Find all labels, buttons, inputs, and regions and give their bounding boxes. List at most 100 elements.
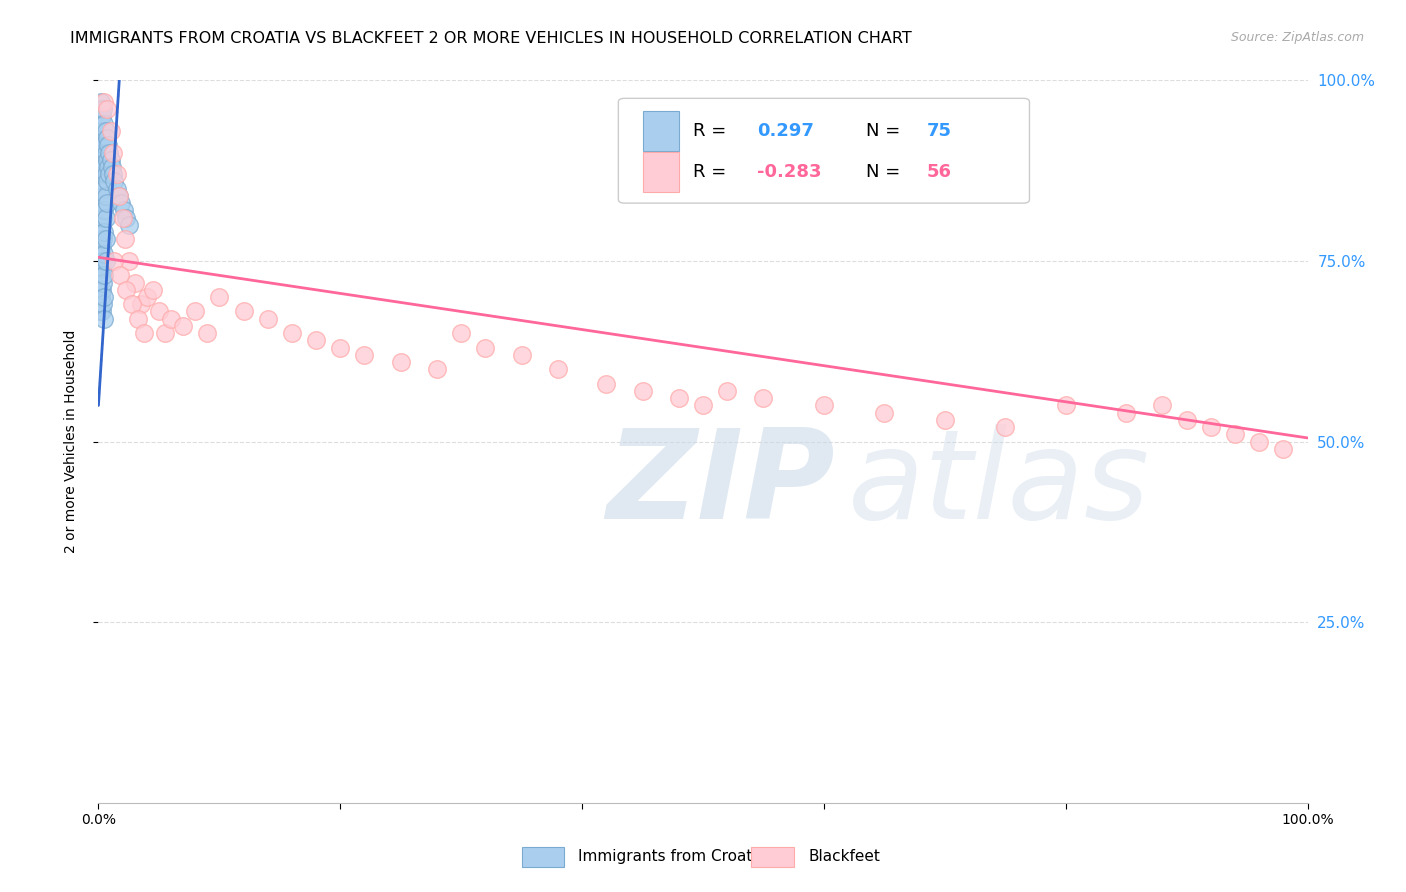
- Point: [101, 167, 124, 181]
- Point: [148, 304, 170, 318]
- Point: [752, 391, 775, 405]
- Point: [160, 311, 183, 326]
- Point: [108, 189, 131, 203]
- Point: [90, 246, 112, 260]
- Point: [91, 276, 114, 290]
- Point: [90, 225, 112, 239]
- Point: [93, 160, 115, 174]
- FancyBboxPatch shape: [643, 112, 679, 151]
- Point: [329, 341, 352, 355]
- Point: [94, 189, 117, 203]
- Point: [90, 160, 112, 174]
- Point: [873, 406, 896, 420]
- Point: [232, 304, 254, 318]
- Point: [103, 174, 125, 188]
- Point: [110, 196, 132, 211]
- Point: [100, 153, 122, 167]
- Point: [195, 326, 218, 340]
- Point: [93, 95, 115, 109]
- Point: [96, 102, 118, 116]
- Point: [91, 283, 114, 297]
- Point: [547, 362, 569, 376]
- Point: [172, 318, 194, 333]
- Point: [93, 225, 115, 239]
- Point: [105, 182, 128, 196]
- Point: [118, 253, 141, 268]
- Point: [94, 167, 117, 181]
- Point: [91, 110, 114, 124]
- Point: [1175, 413, 1198, 427]
- FancyBboxPatch shape: [751, 847, 794, 867]
- Text: Immigrants from Croatia: Immigrants from Croatia: [578, 849, 766, 864]
- Point: [90, 290, 112, 304]
- Point: [96, 174, 118, 188]
- FancyBboxPatch shape: [522, 847, 564, 867]
- Point: [1115, 406, 1137, 420]
- FancyBboxPatch shape: [643, 153, 679, 192]
- Point: [94, 253, 117, 268]
- Point: [111, 211, 134, 225]
- Point: [91, 239, 114, 253]
- Point: [94, 124, 117, 138]
- Point: [89, 239, 111, 253]
- Point: [100, 160, 122, 174]
- Point: [1272, 442, 1295, 456]
- Point: [91, 153, 114, 167]
- Point: [94, 211, 117, 225]
- Point: [135, 290, 157, 304]
- Point: [115, 283, 138, 297]
- Point: [89, 283, 111, 297]
- Point: [94, 145, 117, 160]
- Point: [89, 124, 111, 138]
- Point: [94, 232, 117, 246]
- Text: N =: N =: [866, 163, 907, 181]
- Text: R =: R =: [693, 163, 733, 181]
- Point: [142, 283, 165, 297]
- Point: [91, 102, 114, 116]
- Point: [93, 246, 115, 260]
- Point: [114, 232, 136, 246]
- Y-axis label: 2 or more Vehicles in Household: 2 or more Vehicles in Household: [63, 330, 77, 553]
- Text: ZIP: ZIP: [606, 425, 835, 545]
- Point: [716, 384, 738, 398]
- Point: [89, 145, 111, 160]
- Point: [153, 326, 176, 340]
- Point: [389, 355, 412, 369]
- Point: [91, 124, 114, 138]
- Point: [91, 297, 114, 311]
- Point: [91, 304, 114, 318]
- Point: [98, 167, 121, 181]
- Point: [98, 145, 121, 160]
- Point: [96, 153, 118, 167]
- Point: [91, 174, 114, 188]
- Point: [256, 311, 278, 326]
- Point: [91, 167, 114, 181]
- Point: [103, 253, 125, 268]
- Point: [450, 326, 472, 340]
- Point: [934, 413, 956, 427]
- Point: [1249, 434, 1271, 449]
- Point: [93, 182, 115, 196]
- Point: [692, 398, 714, 412]
- Point: [91, 253, 114, 268]
- Point: [91, 196, 114, 211]
- Point: [96, 131, 118, 145]
- Point: [631, 384, 654, 398]
- Point: [90, 138, 112, 153]
- Point: [134, 326, 156, 340]
- Point: [108, 189, 131, 203]
- Point: [595, 376, 617, 391]
- Point: [89, 174, 111, 188]
- Point: [89, 102, 111, 116]
- Point: [115, 211, 138, 225]
- Point: [994, 420, 1017, 434]
- Point: [91, 218, 114, 232]
- Point: [353, 348, 375, 362]
- Point: [281, 326, 304, 340]
- Text: IMMIGRANTS FROM CROATIA VS BLACKFEET 2 OR MORE VEHICLES IN HOUSEHOLD CORRELATION: IMMIGRANTS FROM CROATIA VS BLACKFEET 2 O…: [70, 31, 912, 46]
- Text: 56: 56: [927, 163, 952, 181]
- Point: [105, 167, 128, 181]
- Point: [100, 124, 122, 138]
- Point: [108, 268, 131, 283]
- Text: Source: ZipAtlas.com: Source: ZipAtlas.com: [1230, 31, 1364, 45]
